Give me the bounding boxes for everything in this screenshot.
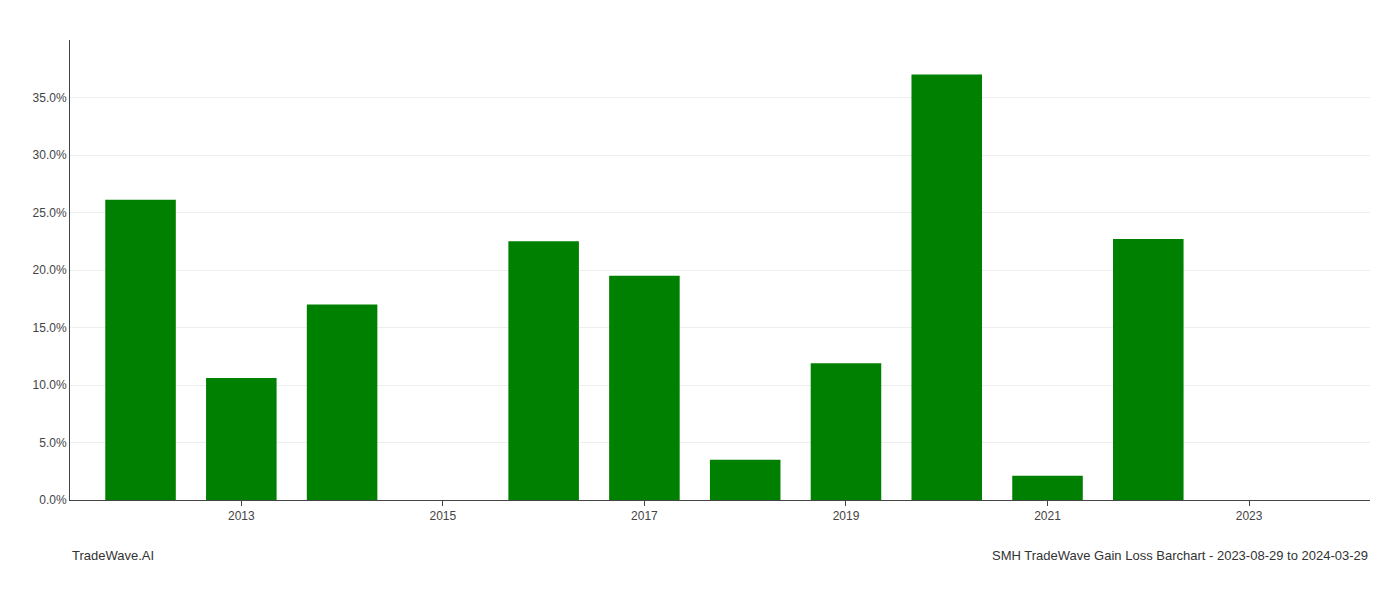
- svg-text:25.0%: 25.0%: [33, 206, 67, 220]
- svg-text:2021: 2021: [1034, 509, 1061, 523]
- svg-text:2013: 2013: [228, 509, 255, 523]
- svg-text:SMH TradeWave Gain Loss Barcha: SMH TradeWave Gain Loss Barchart - 2023-…: [992, 548, 1368, 563]
- svg-text:TradeWave.AI: TradeWave.AI: [72, 548, 154, 563]
- svg-text:35.0%: 35.0%: [33, 91, 67, 105]
- svg-text:2023: 2023: [1236, 509, 1263, 523]
- svg-text:30.0%: 30.0%: [33, 148, 67, 162]
- svg-text:0.0%: 0.0%: [39, 493, 67, 507]
- svg-text:15.0%: 15.0%: [33, 321, 67, 335]
- svg-text:5.0%: 5.0%: [39, 436, 67, 450]
- svg-text:2017: 2017: [631, 509, 658, 523]
- svg-text:20.0%: 20.0%: [33, 263, 67, 277]
- svg-text:2019: 2019: [833, 509, 860, 523]
- svg-text:10.0%: 10.0%: [33, 378, 67, 392]
- svg-text:2015: 2015: [430, 509, 457, 523]
